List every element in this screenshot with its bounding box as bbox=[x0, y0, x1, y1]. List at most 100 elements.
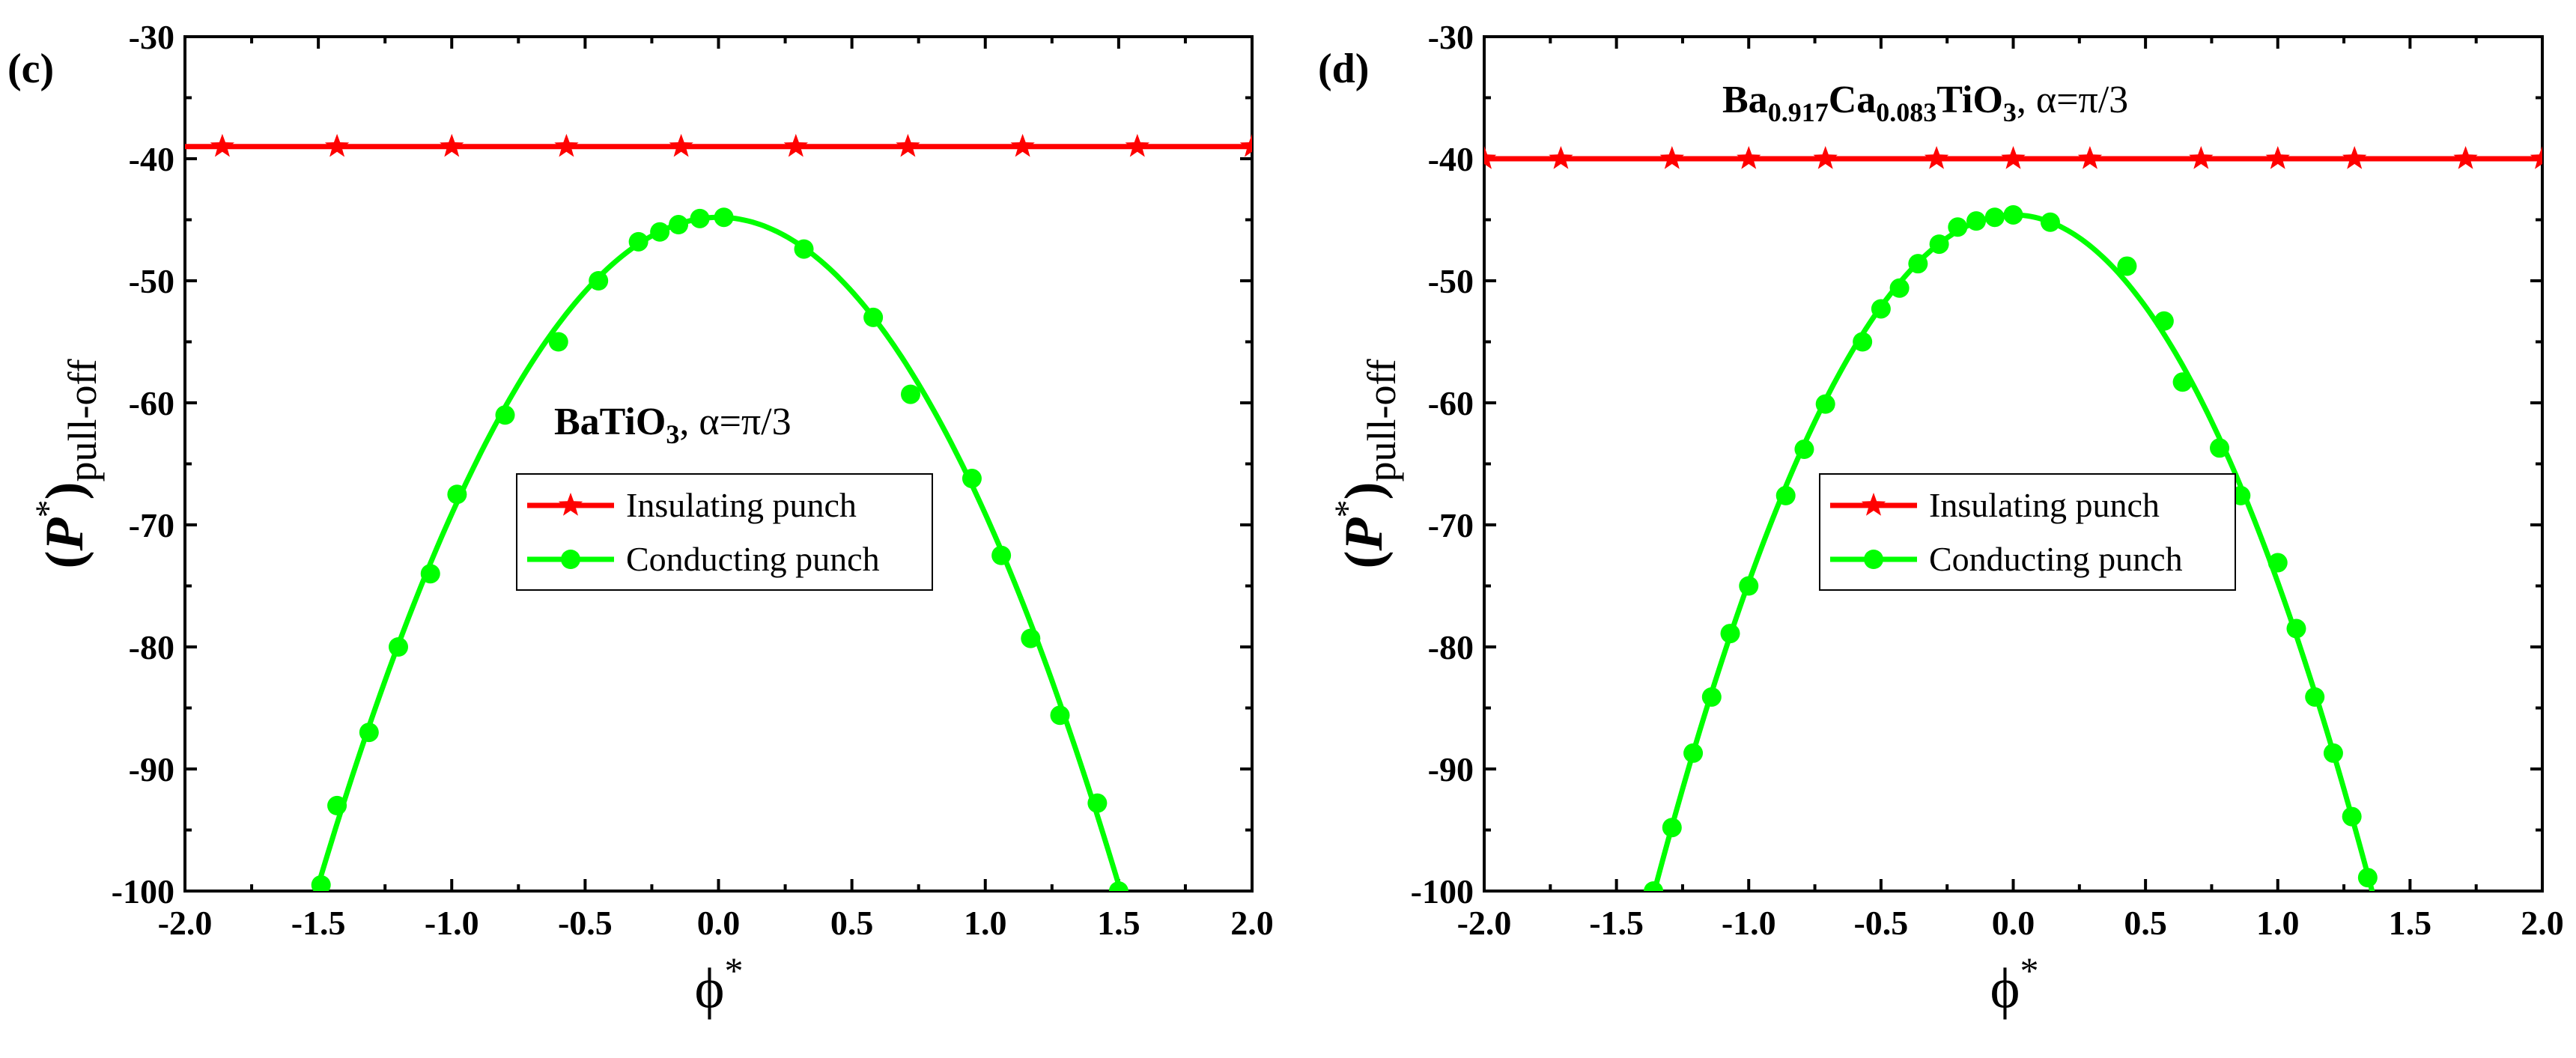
panel-c: -2.0 -1.5 -1.0 -0.5 0.0 0.5 1.0 1.5 2.0 -100 -90 -8… bbox=[7, 18, 1274, 1020]
panel-label: (c) bbox=[7, 46, 54, 92]
x-tick-label: -1.0 bbox=[1722, 904, 1776, 942]
data-point-circle bbox=[1050, 705, 1070, 726]
data-point-circle bbox=[2305, 687, 2325, 707]
y-tick-label: -90 bbox=[129, 750, 174, 788]
y-axis-title: (P*)pull-off bbox=[28, 359, 105, 569]
data-point-star bbox=[440, 133, 464, 157]
data-point-star bbox=[783, 133, 808, 157]
x-tick-label: 1.5 bbox=[2389, 904, 2432, 942]
annot-formula: BaTiO bbox=[554, 401, 666, 443]
data-point-star bbox=[2265, 146, 2290, 169]
annot-alpha: , α=π/3 bbox=[679, 401, 791, 443]
data-point-circle bbox=[628, 231, 648, 252]
data-point-circle bbox=[2210, 438, 2230, 458]
data-point-circle bbox=[311, 875, 331, 891]
data-point-circle bbox=[2040, 212, 2060, 232]
x-tick-label: 2.0 bbox=[2521, 904, 2564, 942]
y-tick-label: -40 bbox=[1428, 140, 1474, 178]
data-point-star bbox=[1659, 146, 1684, 169]
y-tick-label: -100 bbox=[1411, 872, 1474, 910]
x-tick-label: -2.0 bbox=[158, 904, 213, 942]
annot-formula-element: TiO bbox=[1936, 79, 2003, 121]
data-point-circle bbox=[650, 222, 670, 242]
data-point-circle bbox=[2357, 868, 2378, 888]
y-title-paren-close: ) bbox=[1334, 482, 1394, 500]
x-axis-title-sup: * bbox=[725, 949, 744, 991]
y-title-sub: pull-off bbox=[1359, 359, 1404, 482]
x-tick-label: 0.0 bbox=[1992, 904, 2035, 942]
y-axis-title: (P*)pull-off bbox=[1328, 359, 1404, 569]
legend-label: Conducting punch bbox=[626, 540, 880, 578]
y-tick-label: -80 bbox=[1428, 628, 1474, 666]
data-point-star bbox=[2342, 146, 2367, 169]
x-tick-label: 0.0 bbox=[697, 904, 741, 942]
data-point-star bbox=[554, 133, 579, 157]
data-point-circle bbox=[1683, 743, 1704, 763]
x-tick-label: 1.0 bbox=[2256, 904, 2300, 942]
data-point-circle bbox=[495, 405, 515, 425]
data-point-star bbox=[896, 133, 920, 157]
annot-formula-sub: 0.917 bbox=[1768, 97, 1829, 127]
y-tick-label: -30 bbox=[129, 18, 174, 56]
data-point-circle bbox=[389, 637, 408, 657]
data-point-circle bbox=[794, 239, 814, 259]
series-insulating bbox=[185, 133, 1252, 157]
series-insulating bbox=[1484, 146, 2542, 169]
data-point-circle bbox=[548, 332, 568, 352]
x-tick-label: -2.0 bbox=[1457, 904, 1512, 942]
y-title-symbol: P bbox=[1334, 517, 1394, 551]
data-point-star bbox=[2453, 146, 2478, 169]
data-point-circle bbox=[1948, 217, 1968, 237]
data-point-circle bbox=[962, 469, 982, 489]
data-point-circle bbox=[1966, 211, 1987, 231]
data-point-circle bbox=[1108, 881, 1128, 891]
legend-label: Conducting punch bbox=[1929, 540, 2183, 578]
data-point-star bbox=[1813, 146, 1838, 169]
chart-annotation: BaTiO3, α=π/3 bbox=[554, 401, 792, 449]
annot-formula-sub: 0.083 bbox=[1876, 97, 1936, 127]
x-tick-label: 2.0 bbox=[1230, 904, 1274, 942]
data-point-circle bbox=[2286, 618, 2306, 639]
x-tick-label: -1.5 bbox=[1589, 904, 1644, 942]
y-title-paren-open: ( bbox=[34, 550, 94, 568]
data-point-circle bbox=[991, 545, 1012, 565]
data-point-circle bbox=[1871, 299, 1891, 319]
x-axis-title-sup: * bbox=[2020, 949, 2039, 991]
data-point-circle bbox=[2154, 311, 2174, 331]
y-title-sup: * bbox=[28, 500, 68, 518]
panel-d: -2.0 -1.5 -1.0 -0.5 0.0 0.5 1.0 1.5 2.0 -100 -90 -8… bbox=[1318, 18, 2564, 1020]
y-title-paren-close: ) bbox=[34, 482, 94, 500]
x-tick-label: -1.5 bbox=[291, 904, 346, 942]
y-tick-label: -70 bbox=[1428, 506, 1474, 544]
x-tick-label: 0.5 bbox=[2124, 904, 2167, 942]
data-point-circle bbox=[2117, 256, 2137, 276]
data-point-circle bbox=[2342, 806, 2362, 827]
legend: Insulating punch Conducting punch bbox=[516, 473, 933, 591]
data-point-circle bbox=[669, 215, 689, 235]
data-point-circle bbox=[901, 384, 920, 404]
series-conducting bbox=[311, 207, 1128, 891]
y-tick-label: -80 bbox=[129, 628, 174, 666]
plot-frame bbox=[183, 35, 1254, 893]
data-point-star bbox=[1549, 146, 1573, 169]
data-point-circle bbox=[1720, 624, 1740, 644]
chart-annotation: Ba0.917Ca0.083TiO3, α=π/3 bbox=[1722, 79, 2128, 127]
data-point-circle bbox=[1794, 439, 1814, 459]
data-point-circle bbox=[2172, 372, 2193, 392]
data-point-circle bbox=[327, 795, 347, 815]
x-tick-label: 1.5 bbox=[1097, 904, 1140, 942]
data-point-circle bbox=[2323, 743, 2343, 763]
data-point-circle bbox=[1815, 394, 1835, 414]
data-point-circle bbox=[1087, 793, 1108, 813]
y-tick-label: -60 bbox=[1428, 384, 1474, 422]
data-point-circle bbox=[2003, 204, 2023, 225]
data-point-circle bbox=[589, 271, 609, 291]
data-point-circle bbox=[1984, 207, 2005, 228]
legend-label: Insulating punch bbox=[1929, 486, 2160, 524]
legend-marker-star bbox=[558, 493, 583, 516]
data-point-circle bbox=[863, 307, 884, 327]
data-point-star bbox=[1239, 133, 1252, 157]
x-axis-title: ϕ* bbox=[694, 949, 743, 1020]
annot-alpha: , α=π/3 bbox=[2017, 79, 2128, 121]
data-point-circle bbox=[1853, 332, 1873, 352]
